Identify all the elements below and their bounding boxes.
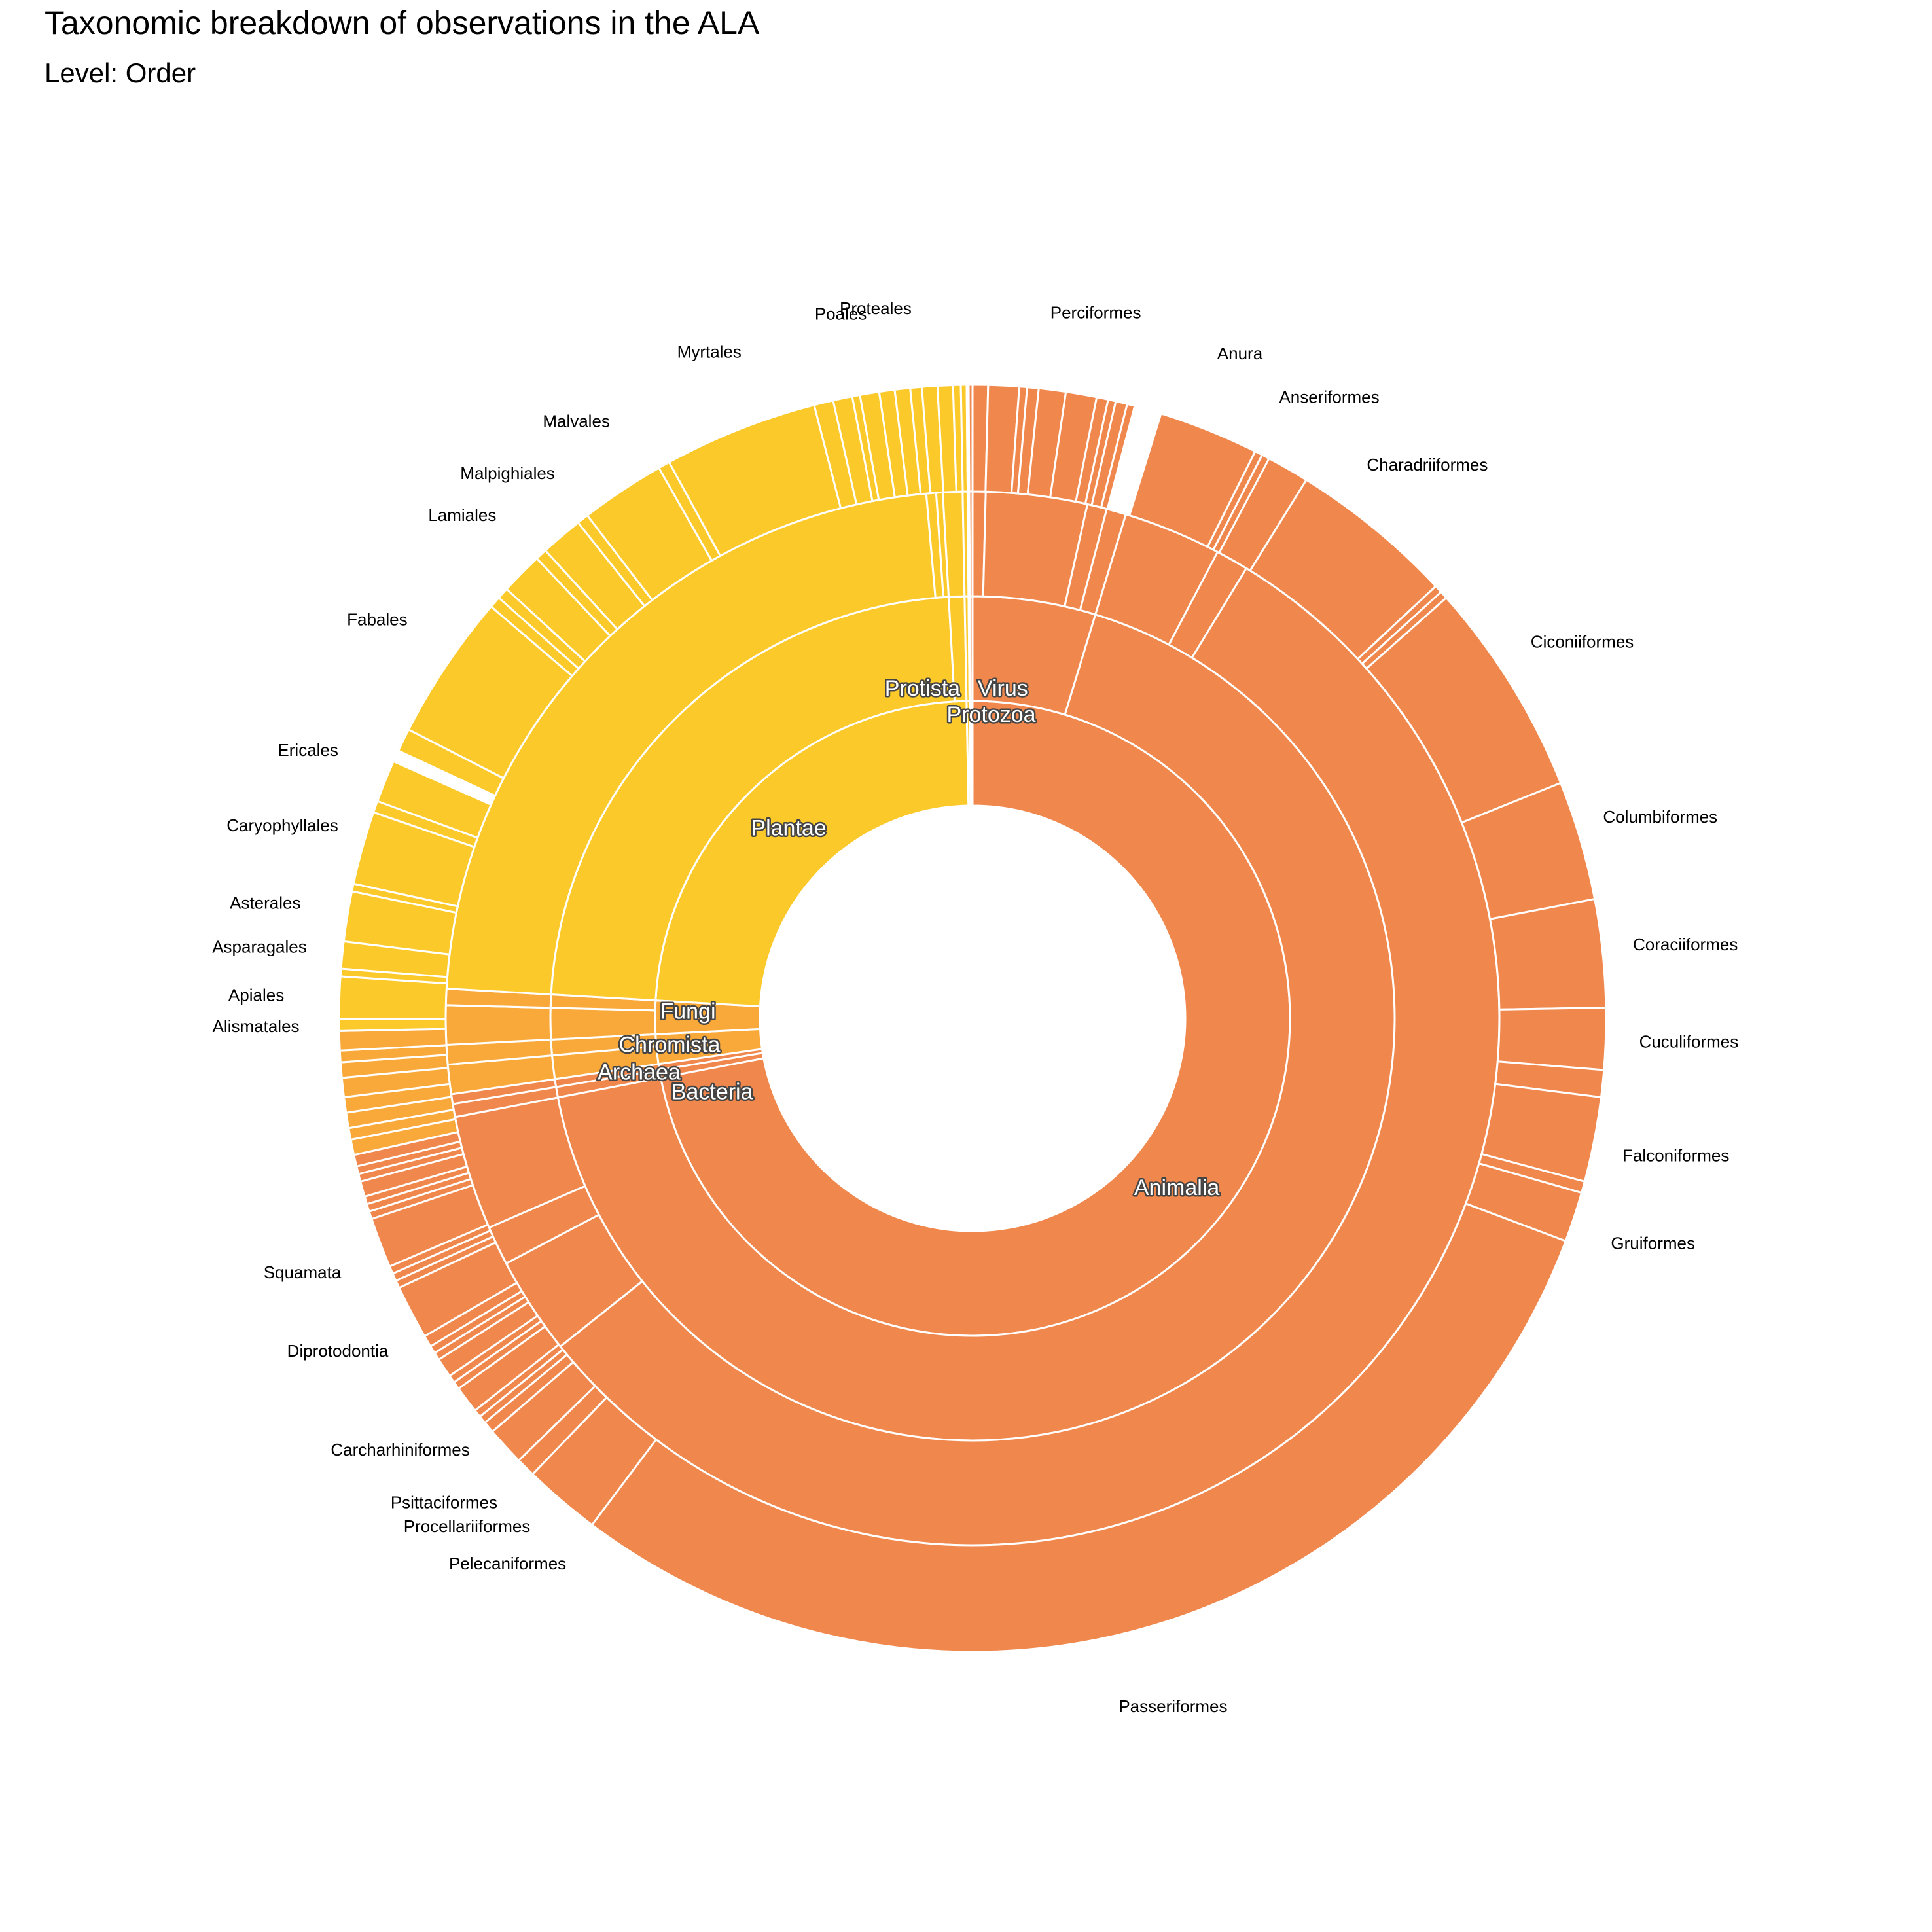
order-label-caryophyllales: Caryophyllales (226, 815, 338, 835)
order-label-asterales: Asterales (230, 893, 300, 913)
chart-subtitle: Level: Order (45, 58, 196, 88)
kingdom-label-protista: Protista (885, 676, 960, 701)
kingdom-label-bacteria: Bacteria (671, 1079, 753, 1104)
order-segment-alismatales (338, 1018, 447, 1032)
kingdom-label-archaea: Archaea (598, 1060, 681, 1084)
order-segment-passeriformes (590, 1202, 1567, 1653)
order-label-diprotodontia: Diprotodontia (287, 1341, 389, 1361)
order-label-carcharhiniformes: Carcharhiniformes (331, 1440, 469, 1459)
order-label-coraciiformes: Coraciiformes (1633, 935, 1738, 954)
order-label-lamiales: Lamiales (428, 505, 496, 525)
order-label-anseriformes: Anseriformes (1279, 387, 1379, 406)
kingdom-label-fungi: Fungi (660, 999, 715, 1024)
order-label-columbiformes: Columbiformes (1603, 807, 1717, 827)
order-label-pelecaniformes: Pelecaniformes (449, 1554, 566, 1573)
order-label-squamata: Squamata (264, 1262, 342, 1282)
order-label-ciconiiformes: Ciconiiformes (1531, 632, 1634, 651)
kingdom-ring (654, 700, 1291, 1337)
order-label-charadriiformes: Charadriiformes (1367, 455, 1488, 474)
order-label-perciformes: Perciformes (1050, 302, 1141, 322)
class-segment-fungi-14 (444, 1004, 552, 1046)
order-label-fabales: Fabales (347, 609, 408, 629)
order-label-procellariiformes: Procellariiformes (404, 1516, 531, 1536)
order-segment-protozoa-93 (967, 384, 974, 493)
kingdom-label-plantae: Plantae (751, 815, 826, 840)
order-label-myrtales: Myrtales (677, 342, 742, 362)
order-ring (338, 384, 1607, 1653)
order-labels: Perciformes Anura Anseriformes Charadriifor… (212, 298, 1738, 1716)
order-label-anura: Anura (1217, 344, 1263, 363)
class-segment-protozoa-22 (968, 490, 974, 598)
phylum-segment-protozoa-12 (969, 595, 974, 702)
order-label-alismatales: Alismatales (213, 1016, 300, 1036)
order-label-falconiformes: Falconiformes (1622, 1146, 1729, 1166)
kingdom-label-protozoa: Protozoa (946, 702, 1035, 727)
order-segment-cuculiformes (1496, 1007, 1607, 1071)
chart-title: Taxonomic breakdown of observations in t… (45, 5, 760, 41)
order-label-gruiformes: Gruiformes (1611, 1234, 1695, 1253)
order-label-proteales: Proteales (840, 298, 912, 318)
order-label-ericales: Ericales (277, 740, 338, 760)
order-label-malvales: Malvales (543, 412, 610, 431)
order-label-asparagales: Asparagales (212, 937, 307, 956)
order-label-malpighiales: Malpighiales (460, 463, 555, 483)
order-label-poales: Poales (815, 304, 867, 324)
order-label-psittaciformes: Psittaciformes (391, 1493, 497, 1512)
kingdom-label-animalia: Animalia (1134, 1175, 1219, 1200)
order-label-passeriformes: Passeriformes (1118, 1696, 1227, 1716)
order-segment-coraciiformes (1488, 897, 1607, 1011)
kingdom-label-virus: Virus (978, 676, 1028, 701)
class-ring (444, 490, 1501, 1547)
order-label-apiales: Apiales (228, 986, 284, 1005)
kingdom-label-chromista: Chromista (618, 1032, 720, 1057)
order-label-cuculiformes: Cuculiformes (1639, 1031, 1739, 1051)
